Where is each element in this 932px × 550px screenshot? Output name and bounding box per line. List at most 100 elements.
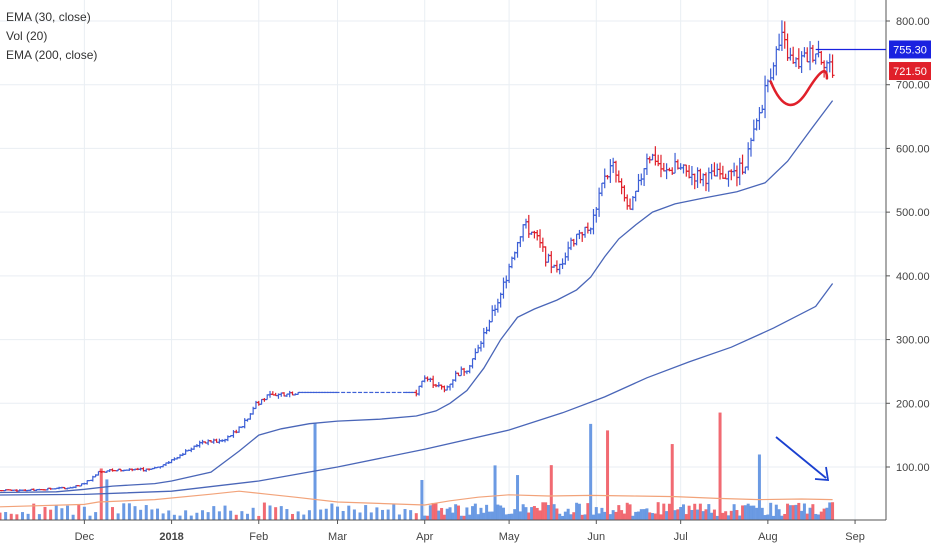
arrow-head (814, 466, 830, 481)
volume-bar (752, 505, 756, 520)
volume-bar (490, 511, 494, 520)
annotations (769, 69, 830, 481)
y-tick-label: 500.00 (896, 207, 930, 219)
volume-bar (563, 511, 567, 520)
volume-bar (139, 509, 143, 520)
volume-bar (212, 506, 216, 520)
volume-bar (625, 502, 629, 520)
volume-bar (431, 502, 435, 520)
x-tick-label: Sep (845, 531, 865, 543)
legend-ema30[interactable]: EMA (30, close) (6, 10, 91, 24)
volume-bar (698, 503, 702, 520)
volume-bar (369, 512, 373, 520)
volume-bar (479, 507, 483, 520)
volume-bar (386, 509, 390, 520)
volume-bar (426, 515, 430, 520)
y-tick-label: 400.00 (896, 271, 930, 283)
volume-bar (620, 510, 624, 520)
volume-bar (791, 505, 795, 520)
volume-bar (653, 513, 657, 520)
volume-bar (440, 507, 444, 520)
y-axis[interactable]: 800.00 700.00 600.00 500.00 400.00 300.00 200.… (885, 0, 930, 520)
volume-bar (49, 509, 53, 520)
y-tick-label: 200.00 (896, 398, 930, 410)
volume-bar (397, 514, 401, 520)
volume-bar (597, 513, 601, 520)
volume-bar (696, 509, 700, 520)
volume-bar (729, 510, 733, 520)
volume-bar (206, 512, 210, 520)
volume-bar (780, 515, 784, 520)
volume-bar (456, 505, 460, 520)
y-tick-label: 700.00 (896, 80, 930, 92)
volume-bar (527, 512, 531, 520)
volume-bar (575, 502, 579, 520)
ema30-line (0, 100, 834, 494)
legend: EMA (30, close) Vol (20) EMA (200, close… (6, 8, 97, 65)
volume-bars (0, 412, 835, 520)
volume-bar (693, 503, 697, 520)
volume-bar (634, 511, 638, 520)
volume-bar (631, 515, 635, 520)
volume-bar (577, 503, 581, 520)
legend-vol[interactable]: Vol (20) (6, 29, 48, 43)
volume-bar (743, 505, 747, 520)
volume-bar (347, 505, 351, 520)
volume-bar (448, 507, 452, 520)
volume-bar (760, 507, 764, 520)
volume-bar (532, 506, 536, 520)
volume-bar (172, 514, 176, 520)
volume-bar (111, 507, 115, 520)
y-tick-label: 800.00 (896, 16, 930, 28)
x-tick-label: Apr (416, 531, 433, 543)
volume-bar (285, 509, 289, 520)
volume-bar (485, 504, 489, 520)
volume-bar (37, 514, 41, 520)
volume-bar (307, 510, 311, 520)
volume-bar (403, 509, 407, 520)
volume-bar (749, 505, 753, 520)
volume-bar (482, 512, 486, 520)
volume-bar (428, 505, 432, 520)
legend-ema200[interactable]: EMA (200, close) (6, 48, 98, 62)
volume-bar (715, 515, 719, 520)
volume-bar (684, 514, 688, 520)
volume-bar (555, 508, 559, 520)
volume-bar (445, 508, 449, 520)
price-tag-bg (889, 40, 931, 59)
volume-bar (594, 507, 598, 520)
volume-bar (364, 505, 368, 520)
volume-bar (189, 515, 193, 520)
volume-bar (572, 512, 576, 520)
volume-bar (805, 513, 809, 520)
volume-bar (423, 515, 427, 520)
volume-bar (302, 514, 306, 520)
volume-bar (60, 508, 64, 520)
volume-bar (583, 514, 587, 520)
volume-bar (352, 509, 356, 520)
volume-bar (156, 508, 160, 520)
volume-bar (291, 513, 295, 520)
volume-bar (538, 510, 542, 520)
x-tick-label: Jul (674, 531, 688, 543)
volume-bar (732, 504, 736, 520)
volume-bar (771, 515, 775, 520)
x-tick-label: May (499, 531, 520, 543)
volume-bar (296, 511, 300, 520)
volume-bar (420, 479, 424, 520)
volume-bar (150, 509, 154, 520)
price-tag-label: 755.30 (893, 44, 927, 56)
volume-bar (628, 504, 632, 520)
volume-bar (769, 502, 773, 520)
volume-bar (201, 510, 205, 520)
x-tick-label: Aug (758, 531, 778, 543)
ema200-line (0, 283, 834, 496)
volume-bar (127, 503, 131, 520)
volume-bar (608, 514, 612, 520)
volume-bar (757, 454, 761, 520)
x-axis[interactable]: Dec 2018 Feb Mar Apr May Jun Jul Aug Sep (0, 519, 886, 543)
volume-bar (4, 512, 8, 520)
volume-bar (783, 513, 787, 520)
volume-bar (518, 511, 522, 520)
